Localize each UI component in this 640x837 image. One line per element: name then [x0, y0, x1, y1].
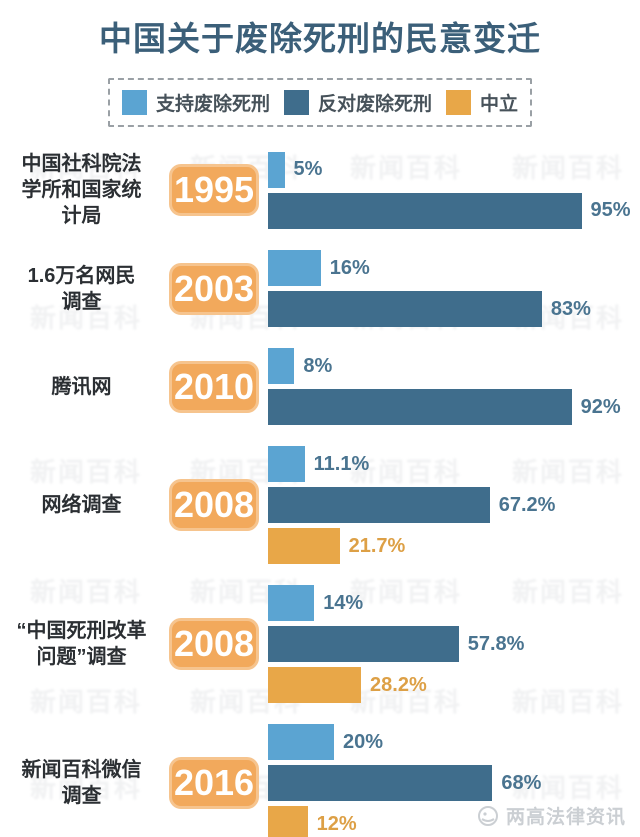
brand-name: 两高法律资讯 [505, 807, 626, 828]
value-label-oppose: 67.2% [498, 493, 556, 516]
brand-logo-icon [477, 805, 498, 826]
page-title: 中国关于废除死刑的民意变迁 [99, 20, 541, 57]
bar-oppose [268, 291, 542, 327]
source-label-line: 学所和国家统 [21, 179, 142, 201]
legend-swatch-neutral [445, 90, 471, 115]
year-badge: 1995 [169, 164, 259, 216]
source-label-line: 腾讯网 [51, 375, 112, 398]
bar-oppose [268, 487, 490, 523]
value-label-support: 8% [303, 354, 333, 377]
source-label-line: 中国社科院法 [21, 153, 142, 175]
bar-neutral [268, 806, 308, 837]
value-label-support: 20% [343, 730, 384, 753]
source-label-line: 1.6万名网民 [27, 264, 136, 287]
source-label-line: 问题”调查 [36, 646, 127, 668]
legend-item-neutral: 中立 [445, 89, 518, 116]
bar-neutral [268, 667, 362, 703]
source-label-line: 新闻百科微信 [21, 759, 142, 781]
year-badge: 2010 [169, 360, 259, 413]
year-badge: 2016 [169, 757, 259, 809]
chart-group-2003: 1.6万名网民 调查 2003 16% 83% [0, 250, 640, 327]
bar-oppose [268, 626, 459, 662]
bar-row-support: 8% [268, 348, 640, 384]
legend-label-oppose: 反对废除死刑 [317, 94, 432, 115]
legend: 支持废除死刑 反对废除死刑 中立 [108, 78, 532, 127]
bar-row-neutral: 21.7% [268, 528, 640, 564]
source-label-line: 计局 [61, 205, 102, 227]
bar-oppose [268, 765, 493, 801]
legend-swatch-support [122, 90, 147, 115]
value-label-neutral: 21.7% [348, 534, 406, 557]
bar-row-oppose: 83% [268, 291, 640, 327]
bar-neutral [268, 528, 340, 564]
value-label-oppose: 95% [590, 199, 631, 221]
bar-support [268, 724, 334, 760]
value-label-neutral: 28.2% [370, 673, 427, 696]
source-label-line: 调查 [61, 290, 102, 313]
legend-item-oppose: 反对废除死刑 [283, 89, 432, 116]
value-label-oppose: 57.8% [467, 632, 525, 655]
value-label-support: 16% [329, 256, 370, 279]
legend-label-neutral: 中立 [479, 94, 518, 115]
bar-row-oppose: 68% [268, 765, 640, 801]
bar-stack: 20% 68% 12% [263, 724, 640, 837]
chart-group-1995: 中国社科院法 学所和国家统 计局 1995 5% 95% [0, 151, 640, 229]
bar-row-oppose: 67.2% [268, 487, 640, 523]
source-label-line: 网络调查 [41, 494, 122, 516]
bar-support [268, 348, 295, 384]
bar-row-neutral: 28.2% [268, 667, 640, 703]
bar-row-oppose: 95% [268, 192, 640, 229]
chart-group-2008: “中国死刑改革 问题”调查 2008 14% 57.8% 28.2% [0, 585, 640, 703]
value-label-oppose: 83% [550, 297, 591, 320]
bar-support [268, 585, 315, 621]
source-label-line: 调查 [61, 785, 102, 807]
bar-support [268, 151, 285, 188]
legend-label-support: 支持废除死刑 [156, 94, 271, 115]
legend-swatch-oppose [283, 90, 309, 115]
bar-stack: 14% 57.8% 28.2% [263, 585, 640, 703]
value-label-neutral: 12% [316, 812, 357, 835]
bar-row-support: 5% [268, 151, 640, 188]
brand-footer: 两高法律资讯 [476, 802, 626, 829]
bar-stack: 5% 95% [263, 151, 640, 229]
chart-area: 中国社科院法 学所和国家统 计局 1995 5% 95% 1.6万名网民 调查 2003 16% 8… [0, 151, 640, 837]
bar-row-support: 16% [268, 250, 640, 286]
bar-stack: 8% 92% [263, 348, 640, 425]
legend-item-support: 支持废除死刑 [122, 89, 270, 116]
value-label-support: 14% [323, 591, 364, 614]
year-badge: 2008 [169, 479, 259, 531]
bar-row-support: 20% [268, 724, 640, 760]
chart-group-2016: 新闻百科微信 调查 2016 20% 68% 12% [0, 724, 640, 837]
bar-oppose [268, 192, 582, 229]
bar-oppose [268, 389, 572, 425]
source-label-line: “中国死刑改革 [16, 620, 147, 642]
bar-row-oppose: 57.8% [268, 626, 640, 662]
bar-row-support: 11.1% [268, 446, 640, 482]
value-label-oppose: 92% [580, 395, 621, 418]
value-label-support: 11.1% [313, 452, 370, 475]
bar-row-support: 14% [268, 585, 640, 621]
bar-stack: 11.1% 67.2% 21.7% [263, 446, 640, 564]
bar-row-neutral: 12% [268, 806, 640, 837]
year-badge: 2003 [169, 262, 259, 315]
survey-source-label: 新闻百科微信 调查 [0, 757, 163, 809]
survey-source-label: 网络调查 [0, 492, 163, 518]
value-label-support: 5% [293, 158, 323, 180]
bar-stack: 16% 83% [263, 250, 640, 327]
bar-support [268, 250, 321, 286]
chart-group-2008: 网络调查 2008 11.1% 67.2% 21.7% [0, 446, 640, 564]
survey-source-label: 腾讯网 [0, 374, 163, 400]
value-label-oppose: 68% [501, 771, 542, 794]
survey-source-label: 1.6万名网民 调查 [0, 263, 163, 315]
survey-source-label: “中国死刑改革 问题”调查 [0, 618, 163, 670]
year-badge: 2008 [169, 618, 259, 670]
bar-support [268, 446, 305, 482]
chart-group-2010: 腾讯网 2010 8% 92% [0, 348, 640, 425]
survey-source-label: 中国社科院法 学所和国家统 计局 [0, 151, 163, 229]
bar-row-oppose: 92% [268, 389, 640, 425]
